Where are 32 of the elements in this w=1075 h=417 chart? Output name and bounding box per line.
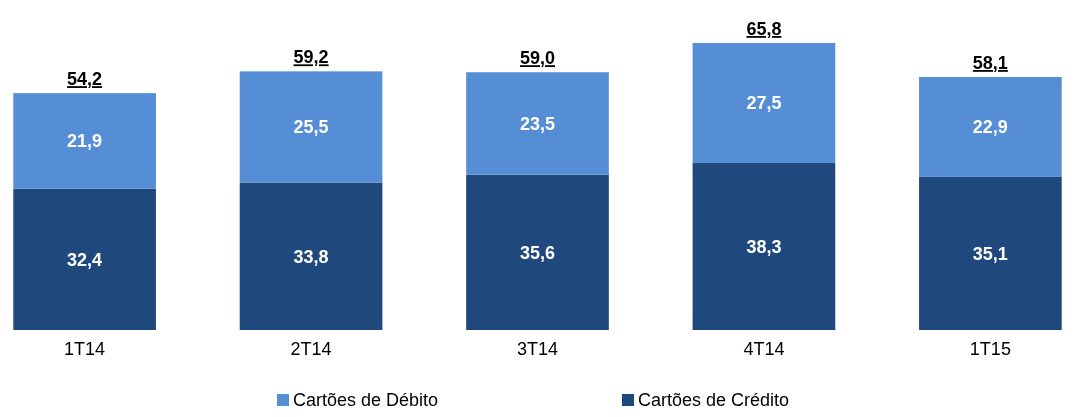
- bar: [13, 188, 156, 330]
- total-label: 59,2: [293, 47, 329, 68]
- bar: [466, 174, 609, 330]
- total-label: 58,1: [972, 53, 1008, 74]
- data-label: 27,5: [746, 93, 782, 114]
- bar: [239, 71, 383, 183]
- x-tick-label: 3T14: [516, 339, 559, 359]
- data-label: 38,3: [746, 236, 782, 257]
- bar: [239, 182, 383, 330]
- legend-label: Cartões de Crédito: [638, 390, 790, 410]
- x-tick-label: 1T15: [969, 339, 1011, 359]
- bar: [919, 176, 1062, 330]
- bar: [692, 43, 836, 163]
- x-tick-label: 1T14: [64, 339, 106, 359]
- data-label: 23,5: [519, 113, 556, 134]
- total-label: 59,0: [519, 48, 556, 69]
- total-label: 65,8: [746, 19, 782, 39]
- bar: [919, 77, 1062, 177]
- x-tick-label: 2T14: [290, 339, 332, 359]
- data-label: 25,5: [293, 117, 329, 138]
- data-label: 35,1: [972, 243, 1008, 264]
- total-label: 54,2: [67, 69, 103, 90]
- bar: [13, 93, 156, 189]
- data-label: 35,6: [519, 242, 556, 263]
- bar: [692, 162, 836, 330]
- legend-label: Cartões de Débito: [293, 390, 439, 410]
- data-label: 21,9: [67, 131, 103, 152]
- data-label: 22,9: [972, 117, 1008, 138]
- x-tick-label: 4T14: [743, 339, 785, 359]
- data-label: 33,8: [293, 246, 329, 267]
- bar: [466, 72, 609, 175]
- data-label: 32,4: [67, 249, 103, 270]
